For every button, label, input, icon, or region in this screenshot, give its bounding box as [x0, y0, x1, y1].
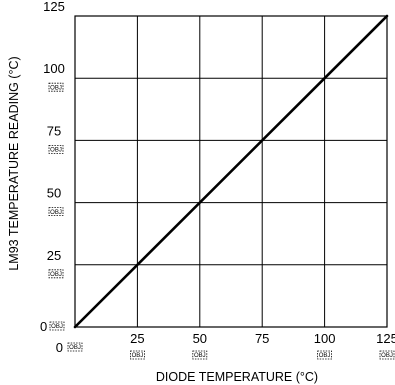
y-tick-placeholder: OBJ [48, 82, 64, 92]
y-tick-label: 125 [43, 0, 65, 14]
y-tick-label: 25 [47, 248, 61, 263]
x-tick-label: 0 [56, 340, 63, 355]
x-axis-title: DIODE TEMPERATURE (°C) [156, 370, 318, 384]
placeholder-text: OBJ [50, 85, 62, 91]
placeholder-text: OBJ [50, 272, 62, 278]
x-tick-placeholder: OBJ [192, 350, 208, 360]
y-tick-label: 75 [47, 123, 61, 138]
y-tick-placeholder: OBJ [49, 321, 65, 331]
placeholder-box [48, 207, 64, 217]
placeholder-box [48, 144, 64, 154]
x-axis-ticks: 0 OBJ 25 OBJ 50 OBJ 75 100 OBJ 125 OBJ [56, 331, 395, 360]
placeholder-box [48, 269, 64, 279]
plot-frame [74, 15, 388, 328]
y-tick-placeholder: OBJ [48, 207, 64, 217]
x-tick-label: 125 [376, 331, 395, 346]
x-tick-label: 100 [314, 331, 336, 346]
placeholder-text: OBJ [50, 210, 62, 216]
placeholder-box [317, 350, 333, 360]
x-tick-placeholder: OBJ [67, 342, 83, 352]
series-layer [73, 14, 389, 329]
y-tick-placeholder: OBJ [48, 269, 64, 279]
grid [75, 16, 387, 327]
placeholder-box [49, 321, 65, 331]
series-line [73, 14, 389, 329]
placeholder-text: OBJ [50, 148, 62, 154]
placeholder-text: OBJ [319, 353, 331, 359]
x-tick-label: 50 [193, 331, 207, 346]
placeholder-box [67, 342, 83, 352]
y-tick-label: 0 [40, 319, 47, 334]
x-tick-label: 25 [130, 331, 144, 346]
placeholder-box [192, 350, 208, 360]
placeholder-text: OBJ [132, 353, 144, 359]
y-tick-label: 100 [43, 61, 65, 76]
x-tick-placeholder: OBJ [129, 350, 145, 360]
y-tick-label: 50 [47, 186, 61, 201]
x-tick-label: 75 [255, 331, 269, 346]
y-axis-title: LM93 TEMPERATURE READING (°C) [7, 56, 21, 270]
placeholder-text: OBJ [194, 353, 206, 359]
placeholder-text: OBJ [51, 324, 63, 330]
x-tick-placeholder: OBJ [317, 350, 333, 360]
placeholder-box [129, 350, 145, 360]
y-tick-placeholder: OBJ [48, 144, 64, 154]
y-axis-ticks: 0 OBJ 25 OBJ 50 OBJ 75 OBJ 100 OBJ 125 [40, 0, 65, 334]
placeholder-box [379, 350, 395, 360]
placeholder-box [48, 82, 64, 92]
placeholder-text: OBJ [381, 353, 393, 359]
x-tick-placeholder: OBJ [379, 350, 395, 360]
placeholder-text: OBJ [69, 345, 81, 351]
